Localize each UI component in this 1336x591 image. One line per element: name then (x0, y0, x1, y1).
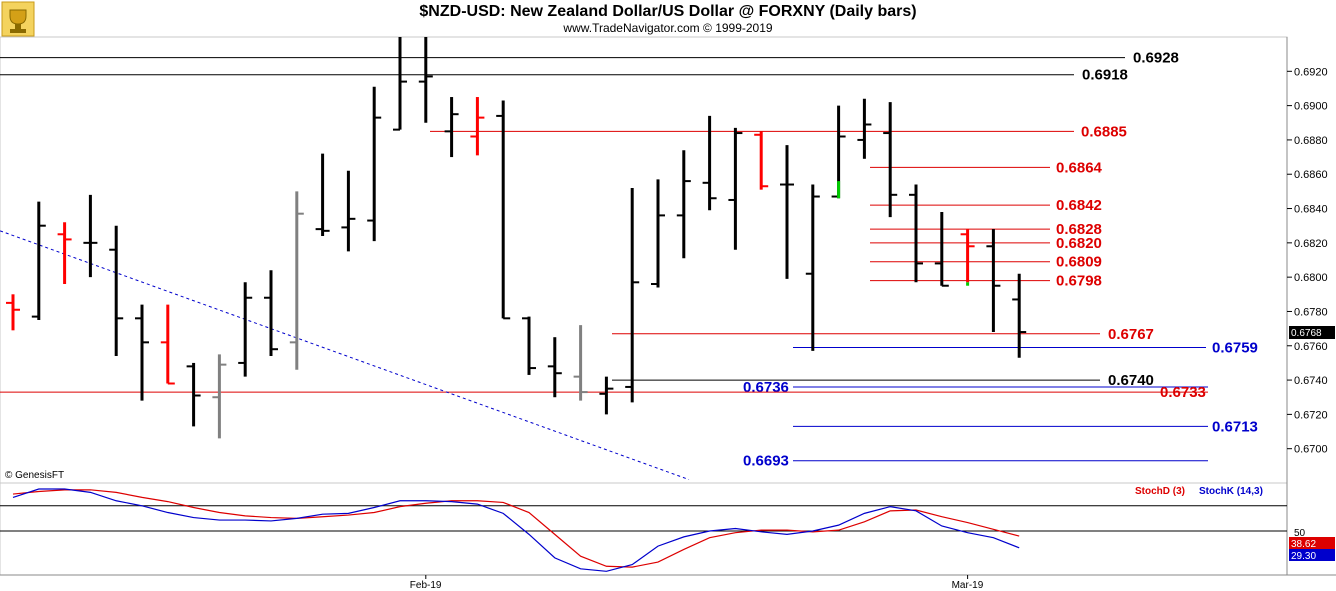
last-price-box (1289, 326, 1335, 339)
chart-title: $NZD-USD: New Zealand Dollar/US Dollar @… (419, 3, 917, 20)
level-label: 0.6864 (1056, 159, 1103, 176)
level-label: 0.6759 (1212, 339, 1258, 356)
stochk-legend: StochK (14,3) (1199, 486, 1263, 497)
y-tick-label: 0.6860 (1294, 169, 1328, 181)
stoch-panel-frame (0, 482, 1288, 576)
stoch-tick-50: 50 (1294, 528, 1306, 539)
y-tick-label: 0.6720 (1294, 409, 1328, 421)
stochd-last-label: 38.62 (1291, 539, 1316, 550)
last-price-label: 0.6768 (1291, 328, 1322, 339)
level-label: 0.6767 (1108, 326, 1154, 343)
level-label: 0.6713 (1212, 418, 1258, 435)
trophy-icon (1, 1, 35, 37)
level-label: 0.6842 (1056, 197, 1102, 214)
y-tick-label: 0.6780 (1294, 306, 1328, 318)
y-tick-label: 0.6760 (1294, 341, 1328, 353)
level-label: 0.6918 (1082, 67, 1128, 84)
level-label: 0.6740 (1108, 372, 1154, 389)
trendline (0, 230, 690, 481)
chart-subtitle: www.TradeNavigator.com © 1999-2019 (563, 21, 773, 35)
level-label: 0.6820 (1056, 235, 1102, 252)
copyright-label: © GenesisFT (5, 470, 64, 481)
y-tick-label: 0.6740 (1294, 375, 1328, 387)
stoch-line (12, 488, 1020, 572)
level-label: 0.6885 (1081, 123, 1127, 140)
y-tick-label: 0.6900 (1294, 101, 1328, 113)
y-tick-label: 0.6920 (1294, 66, 1328, 78)
stoch-line (12, 489, 1020, 568)
y-tick-label: 0.6880 (1294, 135, 1328, 147)
level-label: 0.6693 (743, 453, 789, 470)
x-tick-label: Mar-19 (952, 580, 984, 591)
level-label: 0.6798 (1056, 273, 1102, 290)
stochk-last-label: 29.30 (1291, 551, 1316, 562)
y-tick-label: 0.6800 (1294, 272, 1328, 284)
level-label: 0.6928 (1133, 50, 1179, 67)
level-label: 0.6809 (1056, 254, 1102, 271)
y-tick-label: 0.6840 (1294, 204, 1328, 216)
x-tick-label: Feb-19 (410, 580, 442, 591)
stochk-last-box (1289, 549, 1335, 561)
level-label: 0.6733 (1160, 384, 1206, 401)
y-tick-label: 0.6820 (1294, 238, 1328, 250)
y-tick-label: 0.6700 (1294, 444, 1328, 456)
level-label: 0.6828 (1056, 221, 1102, 238)
stochd-last-box (1289, 537, 1335, 549)
level-label: 0.6736 (743, 379, 789, 396)
stochd-legend: StochD (3) (1135, 486, 1185, 497)
